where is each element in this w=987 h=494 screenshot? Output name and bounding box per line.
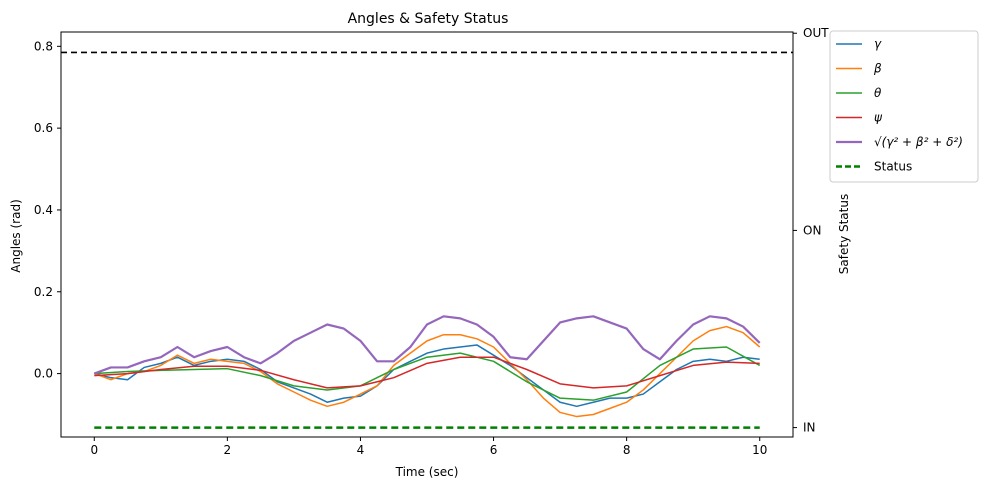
y2-tick-label: ON: [803, 223, 821, 237]
x-tick-label: 6: [490, 443, 498, 457]
x-tick-label: 8: [623, 443, 631, 457]
y2-axis-title: Safety Status: [837, 194, 851, 274]
y-tick-label: 0.4: [34, 203, 53, 217]
series-line-3: [94, 356, 760, 389]
y-axis-title: Angles (rad): [9, 199, 23, 272]
legend-box: [829, 30, 979, 183]
legend-label: √(γ² + β² + δ²): [874, 135, 963, 149]
series-line-0: [94, 344, 760, 408]
legend-label: ψ: [874, 111, 883, 125]
plot-area: [61, 51, 793, 429]
legend-label: β: [873, 62, 882, 76]
x-tick-label: 4: [357, 443, 365, 457]
series-line-1: [94, 325, 761, 418]
chart-title: Angles & Safety Status: [348, 11, 509, 27]
series-line-4: [93, 315, 761, 375]
legend-label: γ: [874, 37, 882, 51]
y-tick-label: 0.8: [34, 39, 53, 53]
x-axis-title: Time (sec): [395, 465, 459, 479]
y-tick-label: 0.6: [34, 121, 53, 135]
y2-tick-label: IN: [803, 421, 816, 435]
y-tick-label: 0.2: [34, 285, 53, 299]
x-tick-label: 2: [224, 443, 232, 457]
axes-frame: [60, 31, 794, 438]
y-tick-label: 0.0: [34, 367, 53, 381]
legend-label: Status: [874, 160, 912, 174]
axes: 0 2 4 6 8 10 0.0 0.2 0.4 0.6 0.8 IN ON OUT: [34, 26, 829, 457]
plot-inner: [61, 51, 793, 429]
x-tick-label: 0: [90, 443, 98, 457]
legend-label: θ: [874, 86, 882, 100]
series-line-2: [94, 346, 761, 401]
x-tick-label: 10: [752, 443, 767, 457]
y2-tick-label: OUT: [803, 26, 829, 40]
